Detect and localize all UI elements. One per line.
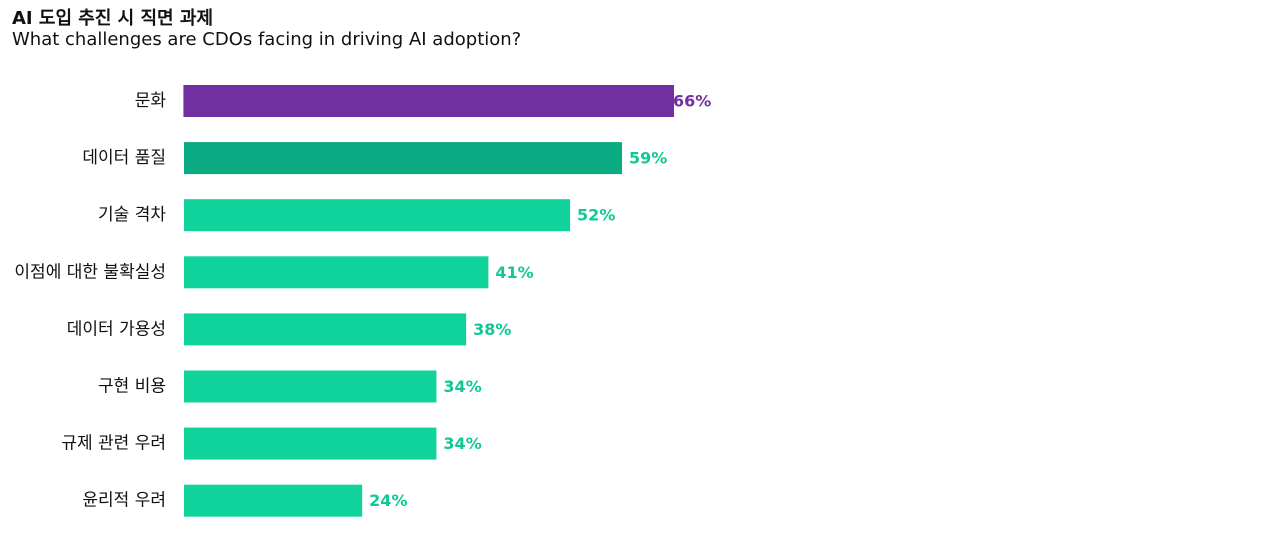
value-label-4: 41%: [495, 263, 533, 282]
category-label-1: 문화: [135, 91, 167, 111]
bar-4: [184, 256, 489, 289]
bar-1: [184, 85, 674, 117]
bar-3: [184, 199, 571, 232]
category-label-4: 이점에 대한 불확실성: [14, 262, 166, 282]
value-label-7: 34%: [443, 434, 481, 453]
value-label-6: 34%: [443, 377, 481, 396]
category-label-6: 구현 비용: [98, 377, 166, 397]
category-label-7: 규제 관련 우려: [61, 434, 166, 454]
bar-7: [184, 427, 437, 460]
value-label-5: 38%: [473, 320, 511, 339]
bar-8: [184, 484, 363, 517]
value-label-8: 24%: [369, 491, 407, 510]
bar-6: [184, 370, 437, 403]
bar-2: [184, 142, 623, 175]
value-label-1: 66%: [673, 92, 711, 111]
category-label-5: 데이터 가용성: [67, 319, 166, 339]
chart-title: AI 도입 추진 시 직면 과제: [12, 8, 213, 29]
value-label-3: 52%: [577, 206, 615, 225]
category-label-8: 윤리적 우려: [82, 491, 166, 511]
chart-subtitle: What challenges are CDOs facing in drivi…: [12, 29, 522, 50]
category-label-2: 데이터 품질: [82, 148, 166, 168]
value-label-2: 59%: [629, 149, 667, 168]
bar-5: [184, 313, 467, 346]
category-label-3: 기술 격차: [98, 205, 166, 225]
